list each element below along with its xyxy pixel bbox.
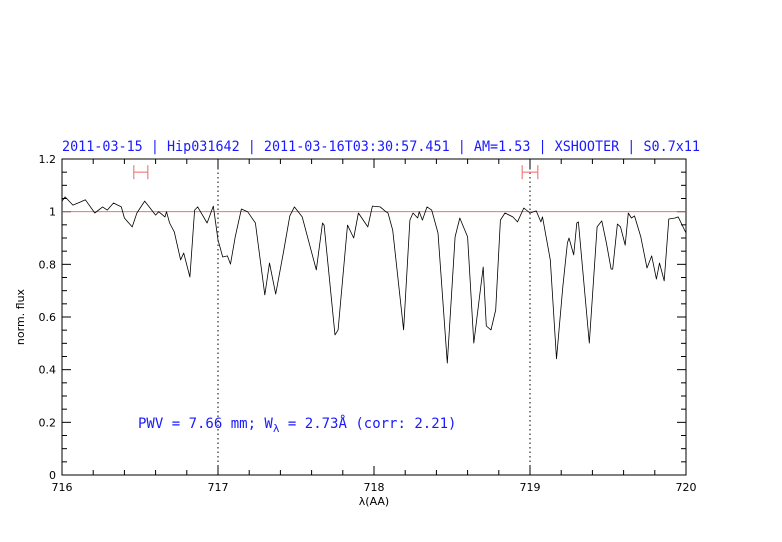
y-tick-label: 0.6 xyxy=(39,311,57,324)
chart-title: 2011-03-15 | Hip031642 | 2011-03-16T03:3… xyxy=(62,139,700,155)
interval-marker xyxy=(521,165,539,180)
pwv-annotation-subscript: λ xyxy=(273,422,280,435)
pwv-annotation-rest: = 2.73Å (corr: 2.21) xyxy=(279,415,456,432)
x-tick-label: 720 xyxy=(676,481,697,494)
y-tick-label: 0.2 xyxy=(39,416,57,429)
pwv-annotation: PWV = 7.66 mm; Wλ = 2.73Å (corr: 2.21) xyxy=(138,415,457,435)
y-tick-label: 1 xyxy=(49,206,56,219)
y-tick-label: 0.8 xyxy=(39,258,57,271)
spectrum-line xyxy=(61,196,687,364)
y-tick-label: 0.4 xyxy=(39,364,57,377)
x-tick-label: 717 xyxy=(208,481,229,494)
x-tick-label: 718 xyxy=(364,481,385,494)
y-tick-label: 0 xyxy=(49,469,56,482)
pwv-annotation-main: PWV = 7.66 mm; W xyxy=(138,416,273,432)
x-tick-label: 716 xyxy=(52,481,73,494)
x-axis-label: λ(AA) xyxy=(359,495,389,508)
y-axis-label: norm. flux xyxy=(14,288,27,345)
interval-marker xyxy=(133,165,149,180)
x-tick-label: 719 xyxy=(520,481,541,494)
y-tick-label: 1.2 xyxy=(39,153,57,166)
